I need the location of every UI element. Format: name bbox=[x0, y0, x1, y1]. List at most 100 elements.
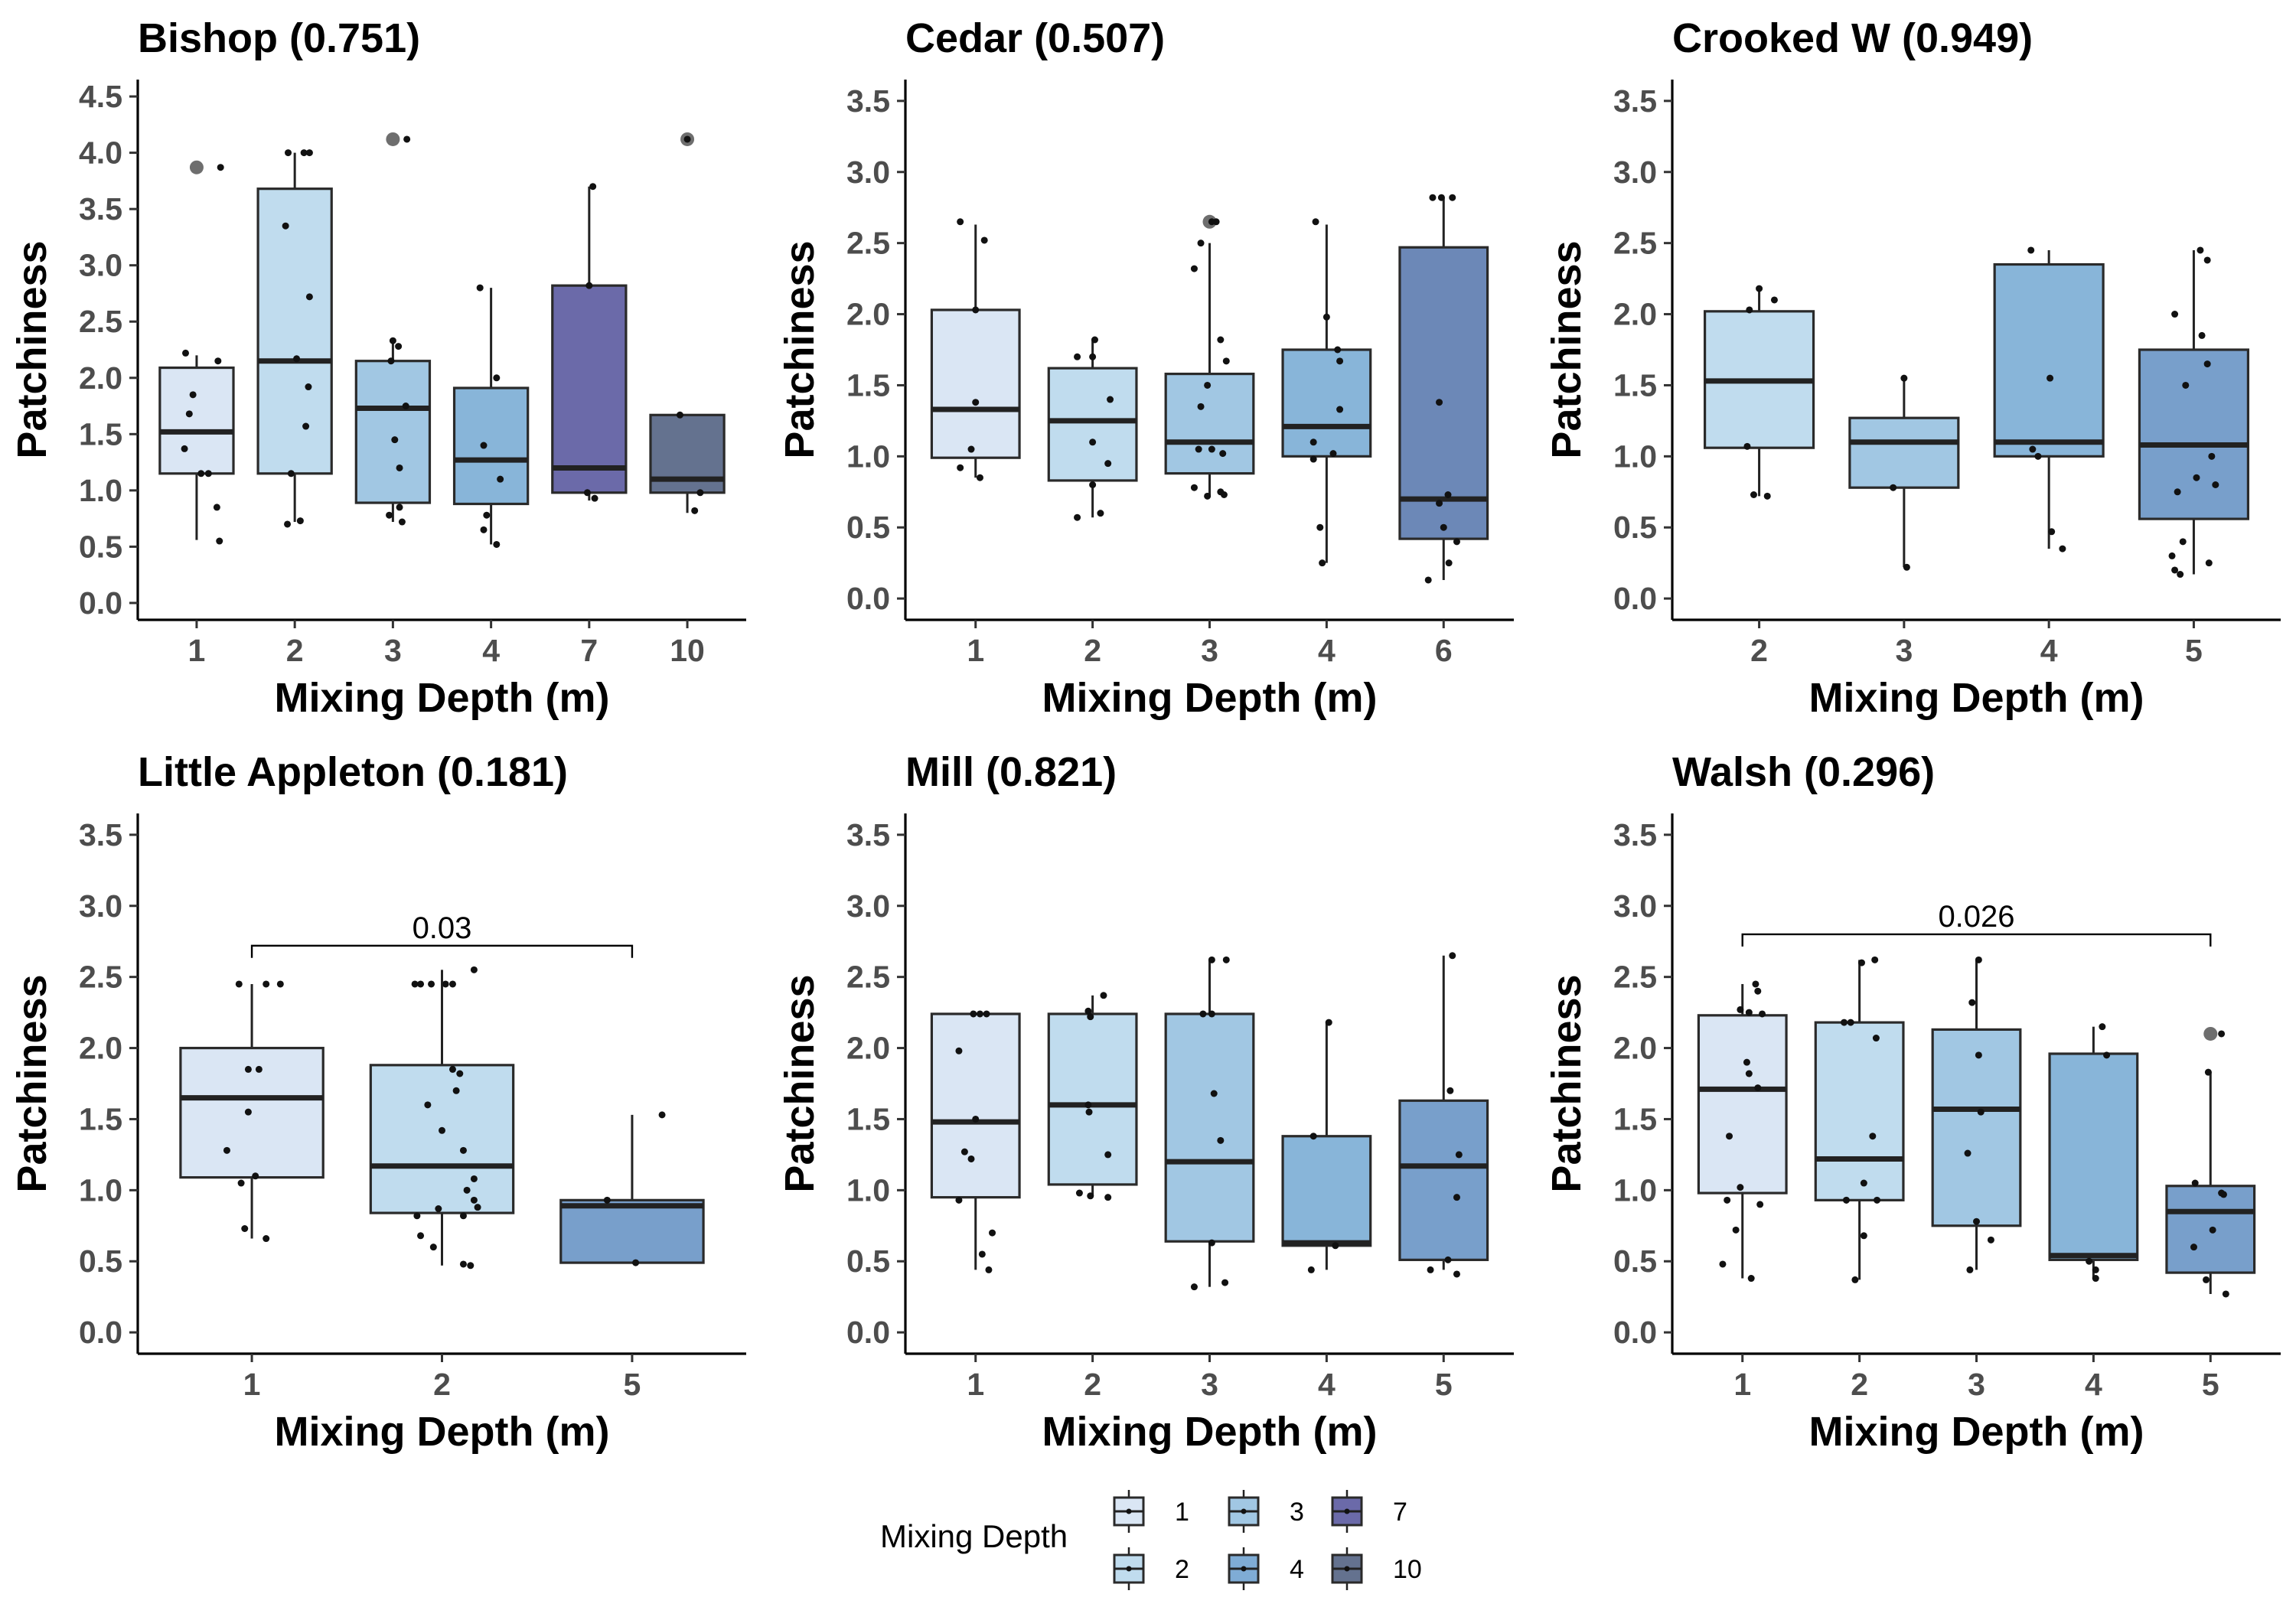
data-point bbox=[696, 489, 704, 497]
y-tick-label: 1.0 bbox=[79, 1172, 122, 1208]
data-point bbox=[1084, 1101, 1092, 1109]
data-point bbox=[1222, 956, 1230, 963]
data-point bbox=[1903, 563, 1910, 571]
data-point bbox=[1074, 513, 1081, 521]
data-point bbox=[1424, 576, 1432, 584]
legend-label: 3 bbox=[1290, 1498, 1304, 1527]
legend-label: 7 bbox=[1393, 1498, 1407, 1527]
data-point bbox=[1449, 952, 1456, 960]
data-point bbox=[2171, 566, 2179, 574]
data-point bbox=[2174, 488, 2181, 496]
data-point bbox=[1222, 357, 1230, 365]
y-tick-label: 4.5 bbox=[79, 79, 122, 114]
data-point bbox=[1754, 987, 1762, 995]
panel-1: Cedar (0.507) 0.0 0.5 1.0 1.5 2.0 2.5 3.0 3.5 1 2 3… bbox=[777, 15, 1514, 721]
y-tick-label: 1.0 bbox=[1613, 438, 1657, 474]
data-point bbox=[2203, 360, 2211, 368]
box-depth-2 bbox=[1814, 960, 1905, 1280]
data-point bbox=[2193, 474, 2200, 481]
y-axis-label: Patchiness bbox=[777, 240, 823, 458]
data-point bbox=[1746, 306, 1753, 314]
data-point bbox=[493, 374, 501, 382]
data-point bbox=[1436, 500, 1443, 507]
data-point bbox=[970, 1010, 977, 1018]
data-point bbox=[1204, 492, 1212, 500]
box-depth-4 bbox=[1281, 224, 1372, 563]
data-point bbox=[1307, 1266, 1315, 1273]
x-tick-label: 4 bbox=[2085, 1367, 2102, 1402]
y-tick-label: 2.5 bbox=[846, 226, 890, 261]
data-point bbox=[403, 135, 411, 143]
data-point bbox=[1841, 1019, 1848, 1026]
data-point bbox=[459, 1260, 467, 1268]
x-tick-label: 3 bbox=[1895, 633, 1913, 668]
data-point bbox=[237, 1179, 245, 1187]
data-point bbox=[2034, 452, 2042, 460]
x-tick-label: 4 bbox=[1318, 633, 1336, 668]
comparison-p-value: 0.03 bbox=[413, 911, 472, 945]
data-point bbox=[417, 1232, 425, 1240]
data-point bbox=[456, 1070, 464, 1077]
data-point bbox=[1437, 194, 1445, 201]
iqr-box bbox=[551, 284, 628, 494]
data-point bbox=[223, 1146, 230, 1154]
data-point bbox=[2204, 1068, 2212, 1076]
data-point bbox=[983, 1010, 990, 1018]
x-tick-label: 3 bbox=[384, 633, 402, 668]
data-point bbox=[1100, 992, 1107, 999]
y-tick-label: 2.0 bbox=[846, 1031, 890, 1066]
outlier-point bbox=[189, 160, 204, 174]
x-axis-label: Mixing Depth (m) bbox=[1809, 1409, 2144, 1455]
box-depth-2 bbox=[256, 152, 333, 523]
data-point bbox=[1208, 956, 1215, 963]
data-point bbox=[1446, 1087, 1454, 1094]
panel-title: Mill (0.821) bbox=[905, 749, 1117, 795]
data-point bbox=[1890, 484, 1897, 491]
legend-item-10: 10 bbox=[1331, 1547, 1422, 1590]
data-point bbox=[960, 1148, 968, 1156]
data-point bbox=[2092, 1275, 2099, 1283]
data-point bbox=[1074, 353, 1081, 360]
y-tick-label: 2.0 bbox=[846, 297, 890, 332]
data-point bbox=[263, 1235, 270, 1243]
data-point bbox=[470, 1196, 478, 1204]
legend-item-7: 7 bbox=[1331, 1490, 1407, 1533]
data-point bbox=[411, 980, 419, 988]
data-point bbox=[1759, 1010, 1766, 1018]
panel-title: Walsh (0.296) bbox=[1672, 749, 1935, 795]
box-depth-4 bbox=[1993, 249, 2105, 549]
y-tick-label: 3.5 bbox=[79, 817, 122, 852]
data-point bbox=[1104, 460, 1112, 468]
iqr-box bbox=[1281, 348, 1372, 458]
iqr-box bbox=[1164, 1012, 1255, 1243]
data-point bbox=[1107, 396, 1114, 403]
data-point bbox=[972, 399, 980, 406]
box-depth-5 bbox=[2138, 249, 2250, 575]
data-point bbox=[1075, 1189, 1083, 1197]
iqr-box bbox=[452, 386, 530, 506]
y-tick-label: 0.0 bbox=[79, 585, 122, 621]
data-point bbox=[428, 980, 435, 988]
data-point bbox=[424, 1101, 432, 1109]
data-point bbox=[972, 1115, 980, 1123]
x-tick-label: 3 bbox=[1201, 1367, 1218, 1402]
data-point bbox=[1453, 1270, 1460, 1278]
box-depth-7 bbox=[551, 186, 628, 501]
data-point bbox=[2209, 1226, 2216, 1234]
data-point bbox=[2205, 559, 2213, 567]
data-point bbox=[1743, 1058, 1750, 1066]
y-tick-label: 2.5 bbox=[1613, 226, 1657, 261]
y-tick-label: 1.0 bbox=[1613, 1172, 1657, 1208]
box-depth-1 bbox=[158, 160, 235, 540]
legend-title: Mixing Depth bbox=[880, 1518, 1068, 1554]
data-point bbox=[2198, 331, 2206, 339]
data-point bbox=[2099, 1023, 2106, 1031]
data-point bbox=[955, 1047, 963, 1054]
y-tick-label: 1.5 bbox=[79, 1101, 122, 1136]
data-point bbox=[1455, 1151, 1463, 1159]
data-point bbox=[213, 504, 220, 511]
data-point bbox=[957, 464, 964, 471]
x-axis-label: Mixing Depth (m) bbox=[1042, 1409, 1378, 1455]
data-point bbox=[591, 494, 598, 502]
y-tick-label: 0.0 bbox=[1613, 1315, 1657, 1350]
